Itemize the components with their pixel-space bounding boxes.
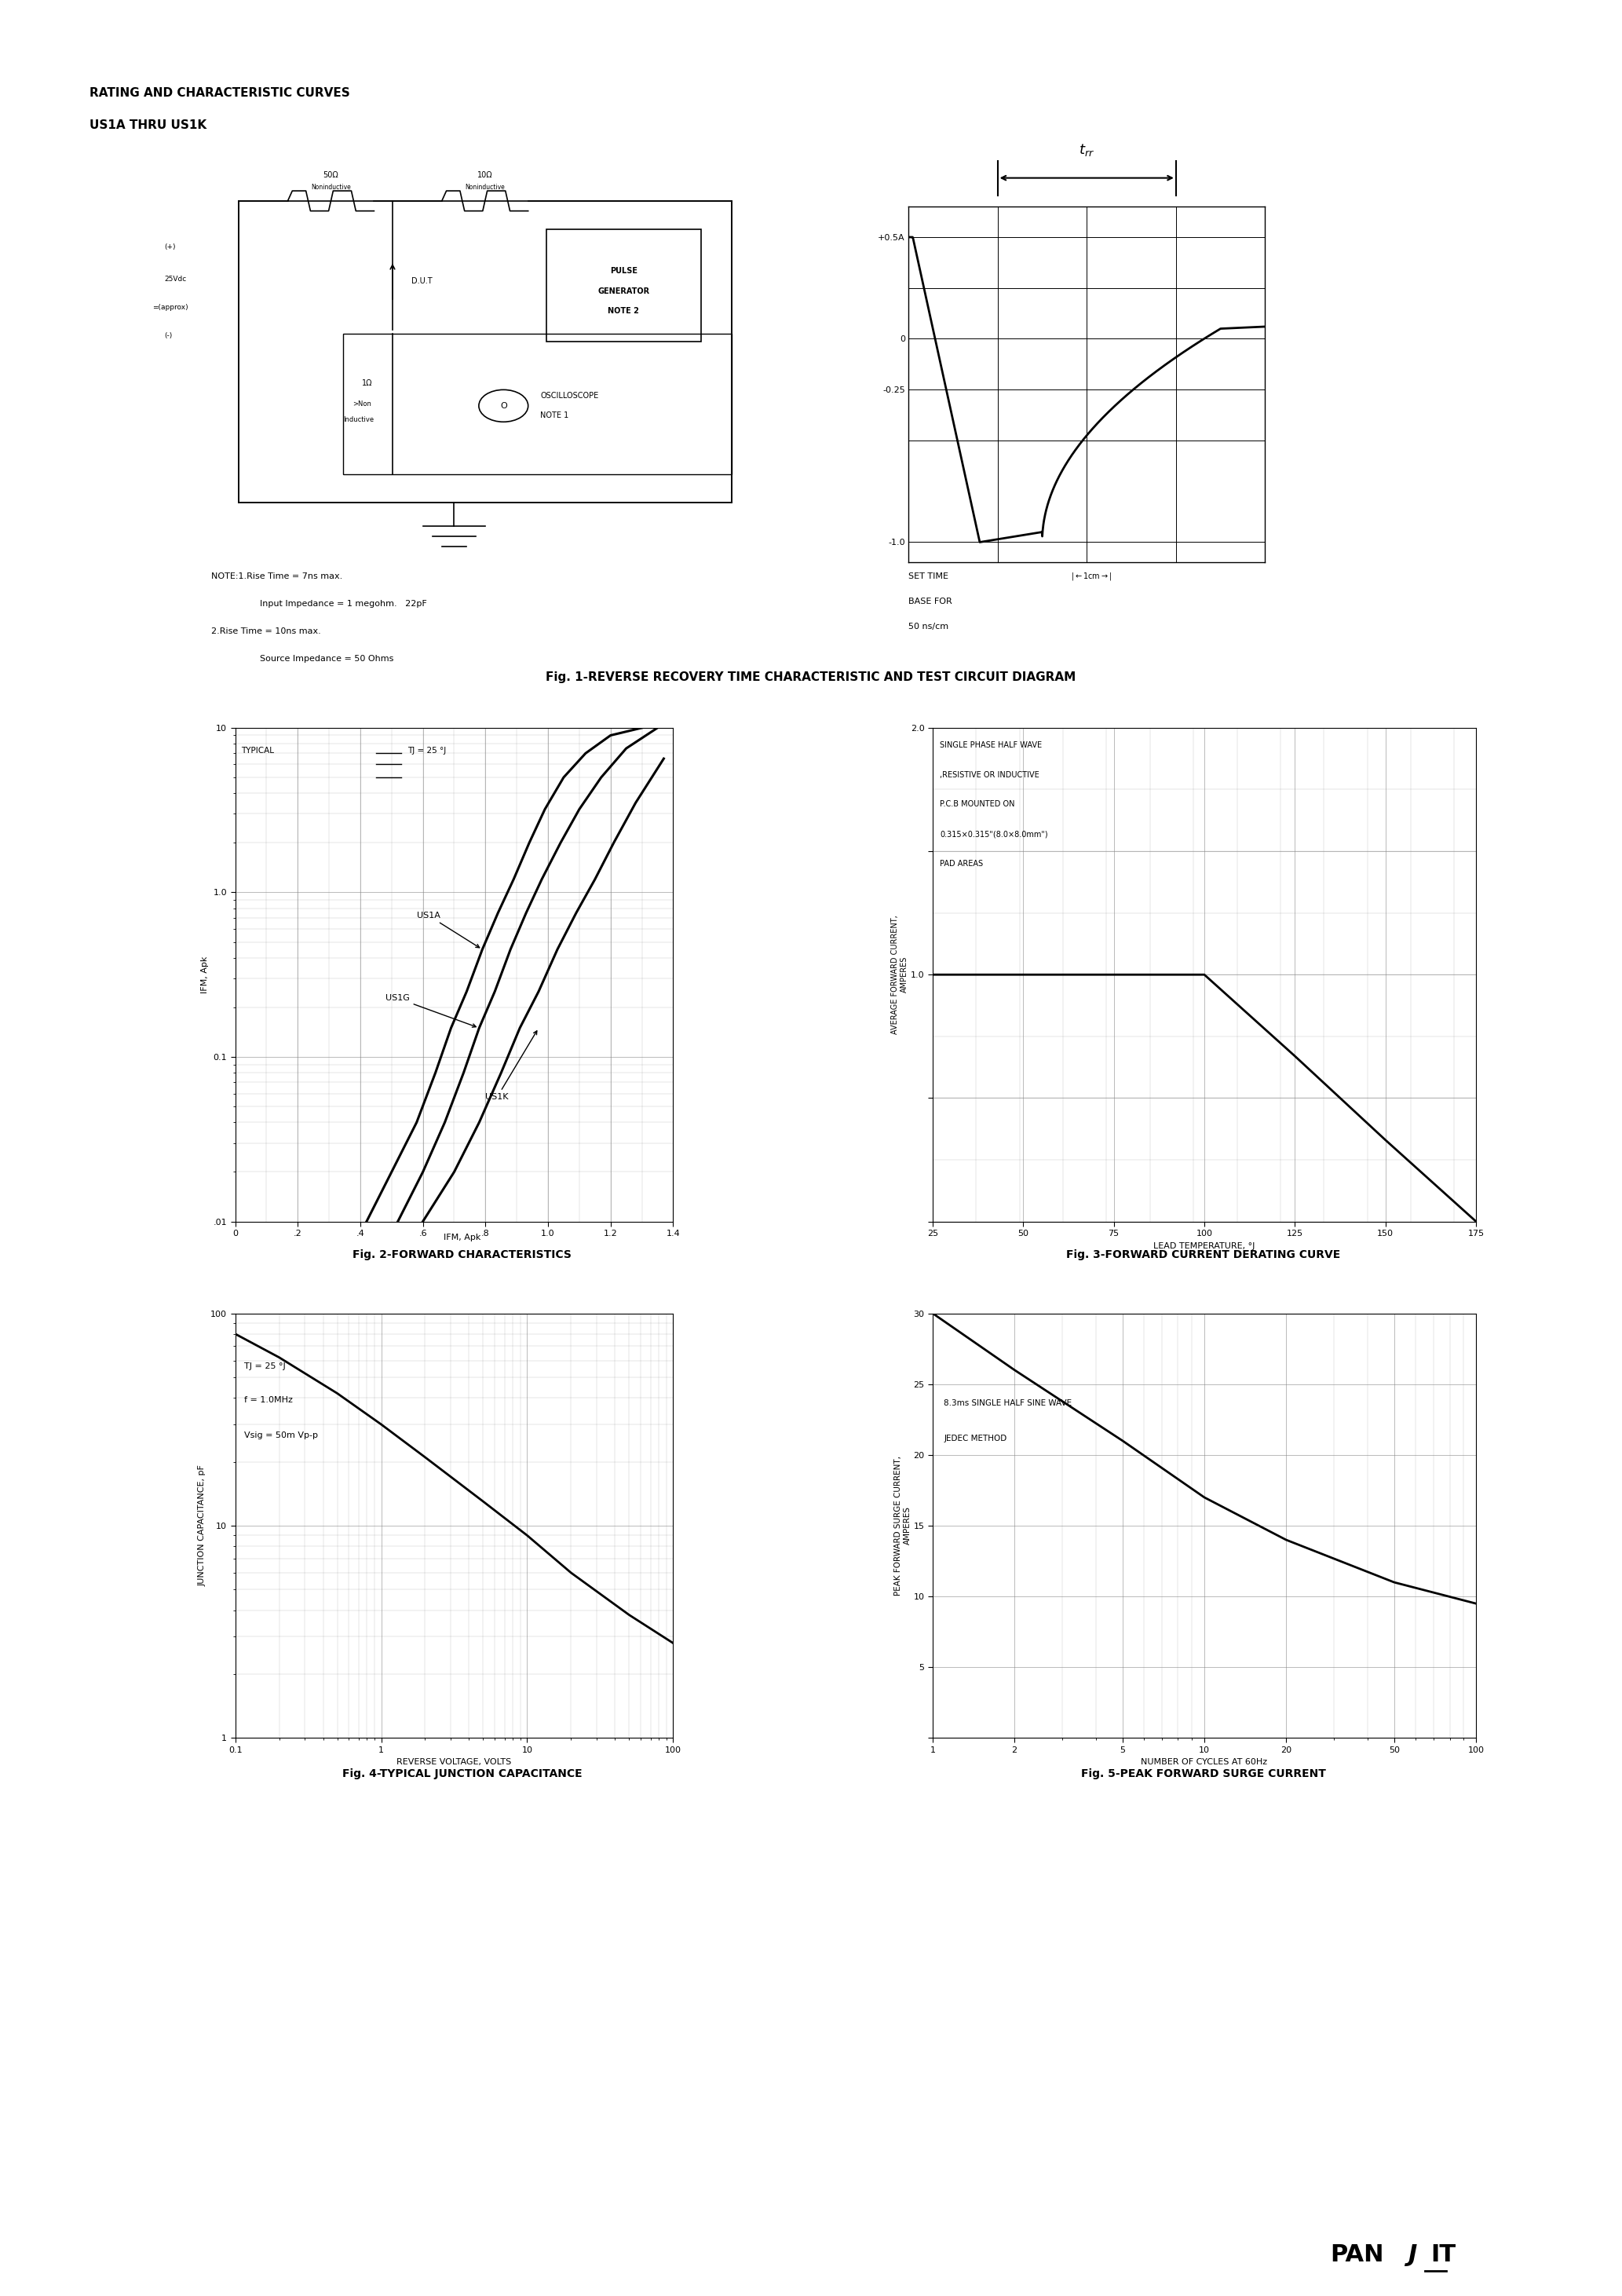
Text: GENERATOR: GENERATOR — [597, 287, 650, 294]
Text: Noninductive: Noninductive — [466, 184, 504, 191]
Text: P.C.B MOUNTED ON: P.C.B MOUNTED ON — [939, 801, 1015, 808]
Text: 10Ω: 10Ω — [477, 170, 493, 179]
Text: 25Vdc: 25Vdc — [164, 276, 187, 282]
Text: f = 1.0MHz: f = 1.0MHz — [243, 1396, 292, 1405]
Text: Fig. 2-FORWARD CHARACTERISTICS: Fig. 2-FORWARD CHARACTERISTICS — [354, 1249, 571, 1261]
Text: Input Impedance = 1 megohm.   22pF: Input Impedance = 1 megohm. 22pF — [260, 599, 427, 608]
Text: NOTE 1: NOTE 1 — [540, 411, 569, 420]
Text: RATING AND CHARACTERISTIC CURVES: RATING AND CHARACTERISTIC CURVES — [89, 87, 350, 99]
Text: Fig. 5-PEAK FORWARD SURGE CURRENT: Fig. 5-PEAK FORWARD SURGE CURRENT — [1082, 1768, 1325, 1779]
Text: 0.315×0.315"(8.0×8.0mm"): 0.315×0.315"(8.0×8.0mm") — [939, 831, 1048, 838]
Text: PULSE: PULSE — [610, 266, 637, 276]
Text: BASE FOR: BASE FOR — [908, 597, 952, 606]
Text: 1Ω: 1Ω — [362, 379, 373, 388]
Text: US1K: US1K — [485, 1031, 537, 1102]
Bar — [344, 333, 732, 475]
X-axis label: LEAD TEMPERATURE, °J: LEAD TEMPERATURE, °J — [1153, 1242, 1255, 1249]
Text: (-): (-) — [164, 333, 172, 340]
Text: J: J — [1408, 2243, 1418, 2266]
Text: O: O — [500, 402, 508, 409]
Text: IFM, Apk: IFM, Apk — [444, 1233, 480, 1242]
Text: OSCILLOSCOPE: OSCILLOSCOPE — [540, 393, 599, 400]
Text: TJ = 25 °J: TJ = 25 °J — [407, 746, 446, 755]
Y-axis label: AVERAGE FORWARD CURRENT,
AMPERES: AVERAGE FORWARD CURRENT, AMPERES — [892, 916, 908, 1033]
Text: US1A: US1A — [417, 912, 480, 948]
Y-axis label: IFM, Apk: IFM, Apk — [201, 955, 209, 994]
Text: NOTE 2: NOTE 2 — [608, 308, 639, 315]
Text: Fig. 4-TYPICAL JUNCTION CAPACITANCE: Fig. 4-TYPICAL JUNCTION CAPACITANCE — [342, 1768, 582, 1779]
Text: Fig. 1-REVERSE RECOVERY TIME CHARACTERISTIC AND TEST CIRCUIT DIAGRAM: Fig. 1-REVERSE RECOVERY TIME CHARACTERIS… — [547, 670, 1075, 684]
Text: US1G: US1G — [386, 994, 475, 1026]
Text: Fig. 3-FORWARD CURRENT DERATING CURVE: Fig. 3-FORWARD CURRENT DERATING CURVE — [1066, 1249, 1341, 1261]
Text: 50 ns/cm: 50 ns/cm — [908, 622, 949, 631]
Text: Vsig = 50m Vp-p: Vsig = 50m Vp-p — [243, 1430, 318, 1440]
Y-axis label: JUNCTION CAPACITANCE, pF: JUNCTION CAPACITANCE, pF — [198, 1465, 206, 1587]
Text: =(approx): =(approx) — [152, 303, 188, 310]
Text: PAD AREAS: PAD AREAS — [939, 859, 983, 868]
Text: t$_{rr}$: t$_{rr}$ — [1079, 142, 1095, 158]
Text: US1A THRU US1K: US1A THRU US1K — [89, 119, 206, 131]
Text: NOTE:1.Rise Time = 7ns max.: NOTE:1.Rise Time = 7ns max. — [211, 572, 342, 581]
Text: Noninductive: Noninductive — [311, 184, 350, 191]
Text: IT: IT — [1431, 2243, 1457, 2266]
Text: SET TIME: SET TIME — [908, 572, 949, 581]
Text: SINGLE PHASE HALF WAVE: SINGLE PHASE HALF WAVE — [939, 742, 1041, 748]
Text: TJ = 25 °J: TJ = 25 °J — [243, 1362, 285, 1371]
Bar — [238, 202, 732, 503]
Text: D.U.T: D.U.T — [410, 278, 431, 285]
Text: 50Ω: 50Ω — [323, 170, 339, 179]
X-axis label: NUMBER OF CYCLES AT 60Hz: NUMBER OF CYCLES AT 60Hz — [1142, 1759, 1267, 1766]
Text: 2.Rise Time = 10ns max.: 2.Rise Time = 10ns max. — [211, 627, 321, 636]
Text: (+): (+) — [164, 243, 175, 250]
Text: JEDEC METHOD: JEDEC METHOD — [944, 1435, 1007, 1442]
Bar — [547, 230, 701, 342]
Text: >Non: >Non — [352, 400, 371, 406]
Text: PAN: PAN — [1330, 2243, 1384, 2266]
Text: Source Impedance = 50 Ohms: Source Impedance = 50 Ohms — [260, 654, 393, 664]
Text: |$\leftarrow$1cm$\rightarrow$|: |$\leftarrow$1cm$\rightarrow$| — [1071, 572, 1111, 583]
Text: 8.3ms SINGLE HALF SINE WAVE: 8.3ms SINGLE HALF SINE WAVE — [944, 1398, 1072, 1407]
Text: ,RESISTIVE OR INDUCTIVE: ,RESISTIVE OR INDUCTIVE — [939, 771, 1040, 778]
X-axis label: REVERSE VOLTAGE, VOLTS: REVERSE VOLTAGE, VOLTS — [397, 1759, 511, 1766]
Text: TYPICAL: TYPICAL — [242, 746, 274, 755]
Text: Inductive: Inductive — [344, 416, 375, 422]
Y-axis label: PEAK FORWARD SURGE CURRENT,
AMPERES: PEAK FORWARD SURGE CURRENT, AMPERES — [894, 1456, 912, 1596]
